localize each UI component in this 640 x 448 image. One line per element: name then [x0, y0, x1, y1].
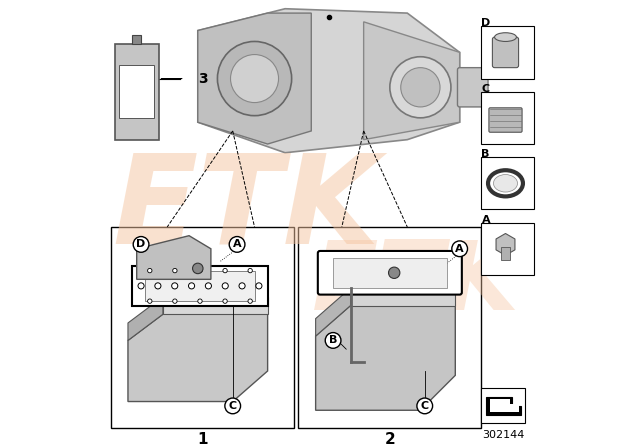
Circle shape: [452, 241, 467, 257]
FancyBboxPatch shape: [132, 266, 268, 306]
Circle shape: [223, 299, 227, 303]
FancyBboxPatch shape: [481, 388, 525, 423]
Circle shape: [205, 283, 211, 289]
FancyBboxPatch shape: [333, 258, 447, 288]
Text: C: C: [420, 401, 429, 411]
Circle shape: [390, 57, 451, 118]
Polygon shape: [198, 9, 460, 153]
FancyBboxPatch shape: [119, 65, 154, 118]
FancyBboxPatch shape: [458, 68, 488, 107]
Circle shape: [388, 267, 400, 279]
Text: 302144: 302144: [482, 430, 525, 440]
Circle shape: [148, 268, 152, 273]
Text: A: A: [233, 239, 241, 250]
Text: 2: 2: [385, 432, 396, 447]
Circle shape: [248, 268, 252, 273]
Polygon shape: [163, 297, 268, 314]
Circle shape: [193, 263, 203, 274]
FancyBboxPatch shape: [492, 37, 518, 68]
Polygon shape: [316, 306, 455, 410]
Circle shape: [222, 283, 228, 289]
FancyBboxPatch shape: [298, 227, 481, 428]
Polygon shape: [351, 288, 455, 306]
Text: D: D: [481, 18, 491, 28]
Circle shape: [173, 268, 177, 273]
Polygon shape: [137, 236, 211, 279]
Circle shape: [198, 268, 202, 273]
Polygon shape: [364, 22, 460, 140]
Polygon shape: [128, 297, 163, 340]
Circle shape: [248, 299, 252, 303]
Circle shape: [189, 283, 195, 289]
FancyBboxPatch shape: [115, 43, 159, 140]
FancyBboxPatch shape: [145, 271, 255, 301]
Ellipse shape: [493, 175, 518, 192]
FancyBboxPatch shape: [111, 227, 294, 428]
FancyBboxPatch shape: [132, 35, 141, 43]
FancyBboxPatch shape: [481, 26, 534, 78]
Text: D: D: [136, 239, 146, 250]
Polygon shape: [198, 13, 311, 144]
Polygon shape: [316, 288, 351, 336]
Circle shape: [223, 268, 227, 273]
Circle shape: [256, 283, 262, 289]
FancyBboxPatch shape: [489, 108, 522, 132]
Text: ETK: ETK: [312, 237, 520, 330]
FancyBboxPatch shape: [501, 246, 510, 260]
Text: A: A: [455, 244, 464, 254]
Circle shape: [225, 398, 241, 414]
FancyBboxPatch shape: [481, 223, 534, 275]
FancyBboxPatch shape: [481, 157, 534, 210]
Circle shape: [417, 398, 433, 414]
Circle shape: [239, 283, 245, 289]
Circle shape: [230, 55, 278, 103]
Circle shape: [138, 283, 144, 289]
Text: C: C: [228, 401, 237, 411]
Text: 1: 1: [197, 432, 207, 447]
Text: A: A: [481, 215, 490, 225]
Circle shape: [155, 283, 161, 289]
Circle shape: [172, 283, 178, 289]
Circle shape: [133, 237, 149, 252]
Circle shape: [218, 42, 292, 116]
Polygon shape: [490, 399, 518, 413]
Circle shape: [325, 332, 341, 348]
Text: 3: 3: [198, 72, 207, 86]
Polygon shape: [128, 314, 268, 401]
FancyBboxPatch shape: [318, 251, 462, 295]
Circle shape: [198, 299, 202, 303]
Circle shape: [401, 68, 440, 107]
Polygon shape: [486, 397, 521, 415]
Circle shape: [148, 299, 152, 303]
Text: B: B: [329, 336, 337, 345]
Circle shape: [173, 299, 177, 303]
Text: B: B: [481, 149, 490, 159]
Circle shape: [229, 237, 245, 252]
FancyBboxPatch shape: [481, 92, 534, 144]
Ellipse shape: [495, 33, 516, 42]
Text: C: C: [481, 84, 490, 94]
Text: ETK: ETK: [112, 149, 380, 270]
